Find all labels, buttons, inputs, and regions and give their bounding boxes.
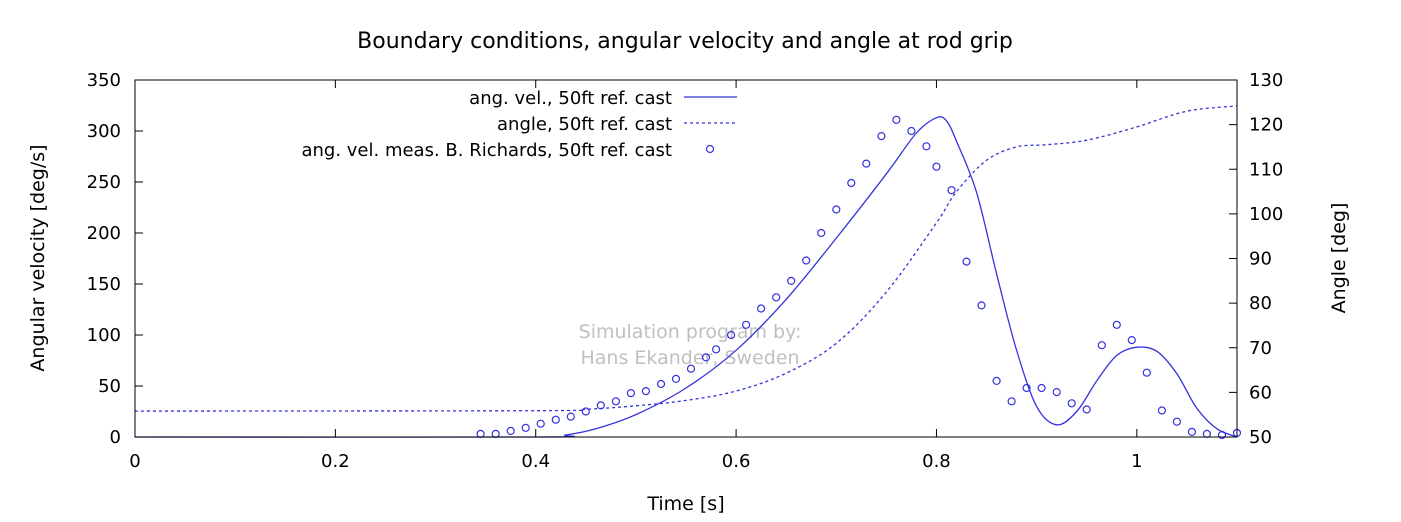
legend-label-measured: ang. vel. meas. B. Richards, 50ft ref. c… [301, 140, 672, 161]
y2-tick-label: 120 [1249, 115, 1283, 136]
measured-point [726, 330, 736, 340]
measured-point [756, 304, 766, 313]
y-tick-label: 300 [87, 121, 121, 142]
measured-point [907, 126, 916, 136]
measured-point [802, 256, 811, 265]
measured-point [992, 376, 1001, 385]
measured-point [686, 364, 696, 373]
measured-point [817, 228, 826, 238]
x-tick-label: 0.4 [521, 451, 550, 472]
measured-point [536, 419, 545, 428]
measured-point [491, 429, 500, 438]
measured-point [1037, 383, 1046, 393]
watermark-line-2: Hans Ekander, Sweden [581, 347, 800, 369]
measured-point [1127, 336, 1136, 345]
plot-frame [134, 79, 1238, 438]
y-tick-label: 350 [87, 70, 121, 91]
measured-point [932, 162, 941, 171]
measured-point [1112, 320, 1121, 329]
y2-tick-label: 80 [1249, 293, 1272, 314]
x-axis-ticks: 0 0.2 0.4 0.6 0.8 1 [129, 80, 1143, 472]
measured-point [1082, 405, 1091, 414]
measured-point [1022, 383, 1031, 393]
measured-point [877, 132, 886, 141]
y-axis-label: Angular velocity [deg/s] [27, 144, 49, 371]
measured-point [1142, 368, 1151, 377]
measured-point [551, 415, 560, 424]
x-tick-label: 1 [1131, 451, 1142, 472]
x-tick-label: 0.6 [722, 451, 751, 472]
measured-point [476, 429, 485, 438]
y-tick-label: 200 [87, 223, 121, 244]
y-tick-label: 250 [87, 172, 121, 193]
y2-tick-label: 110 [1249, 159, 1283, 180]
ang-vel-line [134, 116, 1238, 438]
plot-series [134, 105, 1242, 440]
measured-point [711, 345, 721, 354]
measured-point [741, 320, 751, 329]
measured-point [947, 186, 956, 195]
measured-point [626, 389, 636, 398]
measured-point [1172, 417, 1182, 426]
legend-label-angle: angle, 50ft ref. cast [497, 114, 672, 135]
y-tick-label: 0 [110, 427, 121, 448]
measured-point [596, 401, 605, 410]
measured-point [506, 426, 515, 435]
y2-tick-label: 60 [1249, 382, 1272, 403]
x-tick-label: 0.8 [922, 451, 951, 472]
measured-point [1157, 406, 1167, 415]
y-axis-ticks: 0 50 100 150 200 250 300 350 [87, 70, 143, 448]
measured-point [656, 379, 666, 389]
watermark: Simulation program by: Hans Ekander, Swe… [579, 321, 802, 369]
y2-tick-label: 50 [1249, 427, 1272, 448]
measured-point [1067, 399, 1076, 408]
measured-point [1097, 341, 1106, 350]
watermark-line-1: Simulation program by: [579, 321, 802, 343]
measured-point [1007, 397, 1016, 406]
measured-point [847, 178, 856, 188]
measured-point [1217, 430, 1227, 440]
y2-tick-label: 90 [1249, 249, 1272, 270]
measured-point [611, 397, 621, 406]
y-tick-label: 50 [98, 376, 121, 397]
y2-axis-ticks: 50 60 70 80 90 100 110 120 130 [1229, 70, 1283, 448]
measured-point [641, 387, 651, 396]
legend-swatch-measured [705, 144, 715, 154]
measured-point [1187, 427, 1197, 436]
measured-point [671, 374, 681, 383]
measured-point [701, 353, 711, 362]
measured-point [1052, 388, 1061, 397]
measured-point [977, 301, 986, 310]
measured-point [862, 159, 871, 168]
y2-axis-label: Angle [deg] [1328, 203, 1350, 314]
chart-title: Boundary conditions, angular velocity an… [357, 29, 1013, 54]
x-tick-label: 0 [129, 451, 140, 472]
measured-point [521, 423, 530, 432]
y2-tick-label: 130 [1249, 70, 1283, 91]
x-axis-label: Time [s] [646, 493, 724, 515]
measured-point [581, 407, 590, 416]
legend: ang. vel., 50ft ref. cast angle, 50ft re… [301, 88, 737, 161]
x-tick-label: 0.2 [321, 451, 350, 472]
y2-tick-label: 70 [1249, 338, 1272, 359]
y-tick-label: 150 [87, 274, 121, 295]
measured-point [922, 142, 931, 151]
legend-label-ang-vel: ang. vel., 50ft ref. cast [469, 88, 672, 109]
measured-point [772, 293, 781, 302]
measured-point [566, 412, 575, 421]
y-tick-label: 100 [87, 325, 121, 346]
measured-point [962, 257, 971, 266]
measured-point [1202, 429, 1212, 438]
y2-tick-label: 100 [1249, 204, 1283, 225]
measured-point [787, 276, 796, 285]
measured-point [832, 205, 841, 214]
measured-point [892, 115, 901, 124]
